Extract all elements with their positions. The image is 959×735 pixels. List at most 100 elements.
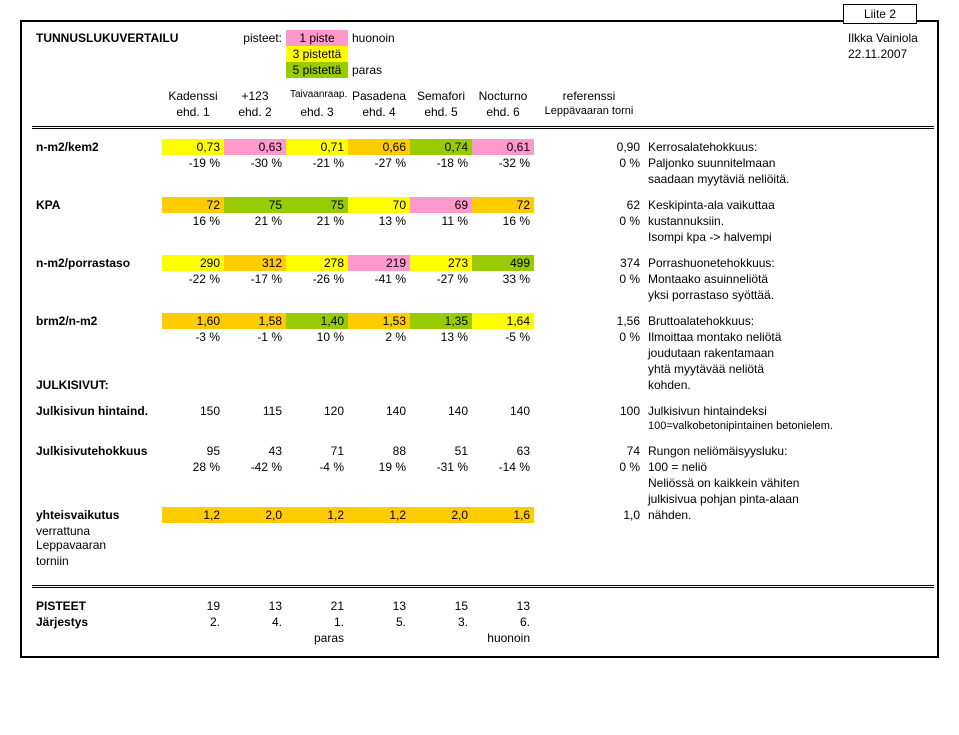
colhead: Pasadena [348, 88, 410, 104]
pct: 16 % [472, 213, 534, 229]
colhead: ehd. 2 [224, 104, 286, 120]
pct: -27 % [410, 271, 472, 287]
val: 21 [286, 598, 348, 614]
sub [348, 630, 410, 646]
author-name: Ilkka Vainiola [844, 30, 934, 46]
content-area: TUNNUSLUKUVERTAILU pisteet: 1 piste huon… [22, 22, 937, 656]
page-title: TUNNUSLUKUVERTAILU [32, 30, 162, 46]
main-table: TUNNUSLUKUVERTAILU pisteet: 1 piste huon… [32, 30, 934, 646]
val: 120 [286, 403, 348, 419]
pct: 19 % [348, 459, 410, 475]
val: 74 [534, 443, 644, 459]
pct: -22 % [162, 271, 224, 287]
val: 140 [410, 403, 472, 419]
val: 6. [472, 614, 534, 630]
pct: 0 % [534, 155, 644, 171]
val: 13 [472, 598, 534, 614]
sub: paras [286, 630, 348, 646]
note: 100=valkobetonipintainen betonielem. [644, 419, 934, 433]
pct: 21 % [286, 213, 348, 229]
val: 1,40 [286, 313, 348, 329]
pct: -31 % [410, 459, 472, 475]
val: 63 [472, 443, 534, 459]
colhead: Semafori [410, 88, 472, 104]
colhead: ehd. 5 [410, 104, 472, 120]
val: 5. [348, 614, 410, 630]
val: 19 [162, 598, 224, 614]
val: 1,0 [534, 507, 644, 523]
row-label: KPA [32, 197, 162, 213]
colhead: Leppävaaran torni [534, 104, 644, 120]
pct: -27 % [348, 155, 410, 171]
pct: -18 % [410, 155, 472, 171]
colhead: ehd. 1 [162, 104, 224, 120]
val: 0,73 [162, 139, 224, 155]
val: 75 [224, 197, 286, 213]
val: 43 [224, 443, 286, 459]
note: Montaako asuinneliötä [644, 271, 934, 287]
val: 0,61 [472, 139, 534, 155]
legend-1a: 1 piste [286, 30, 348, 46]
note: Kerrosalatehokkuus: [644, 139, 934, 155]
colhead: ehd. 4 [348, 104, 410, 120]
val: 374 [534, 255, 644, 271]
note: 100 = neliö [644, 459, 934, 475]
val: 312 [224, 255, 286, 271]
pct: -3 % [162, 329, 224, 345]
val: 1,6 [472, 507, 534, 523]
pct: 10 % [286, 329, 348, 345]
attachment-label: Liite 2 [843, 4, 917, 24]
val: 0,66 [348, 139, 410, 155]
pct: 33 % [472, 271, 534, 287]
val: 0,90 [534, 139, 644, 155]
val: 4. [224, 614, 286, 630]
note: saadaan myytäviä neliöitä. [644, 171, 934, 187]
val: 88 [348, 443, 410, 459]
val: 13 [224, 598, 286, 614]
pct: -17 % [224, 271, 286, 287]
note: Bruttoalatehokkuus: [644, 313, 934, 329]
val: 1,35 [410, 313, 472, 329]
val: 2,0 [224, 507, 286, 523]
val: 1,56 [534, 313, 644, 329]
val: 75 [286, 197, 348, 213]
val: 51 [410, 443, 472, 459]
legend-2a: 3 pistettä [286, 46, 348, 62]
pct: 11 % [410, 213, 472, 229]
pct: -21 % [286, 155, 348, 171]
colhead: Kadenssi [162, 88, 224, 104]
pct: -30 % [224, 155, 286, 171]
val: 1,58 [224, 313, 286, 329]
val: 1,2 [348, 507, 410, 523]
note: Paljonko suunnitelmaan [644, 155, 934, 171]
legend-3a: 5 pistettä [286, 62, 348, 78]
val: 15 [410, 598, 472, 614]
pct: -1 % [224, 329, 286, 345]
legend-1b: huonoin [348, 30, 410, 46]
note: joudutaan rakentamaan [644, 345, 934, 361]
colhead: ehd. 3 [286, 104, 348, 120]
page-frame: Liite 2 TUNNUSLUKUVERTAILU pisteet: 1 pi… [20, 20, 939, 658]
note: Keskipinta-ala vaikuttaa [644, 197, 934, 213]
note: yksi porrastaso syöttää. [644, 287, 934, 303]
pct: -4 % [286, 459, 348, 475]
val: 115 [224, 403, 286, 419]
note: Rungon neliömäisyysluku: [644, 443, 934, 459]
sub [410, 630, 472, 646]
pct: 21 % [224, 213, 286, 229]
val: 0,74 [410, 139, 472, 155]
val: 290 [162, 255, 224, 271]
note: yhtä myytävää neliötä [644, 361, 934, 377]
val: 2,0 [410, 507, 472, 523]
row-label: Julkisivutehokkuus [32, 443, 162, 459]
val: 70 [348, 197, 410, 213]
val: 273 [410, 255, 472, 271]
note: kohden. [644, 377, 934, 393]
pct: -42 % [224, 459, 286, 475]
pct: -32 % [472, 155, 534, 171]
sub: huonoin [472, 630, 534, 646]
val: 150 [162, 403, 224, 419]
val: 1,64 [472, 313, 534, 329]
val: 499 [472, 255, 534, 271]
row-label: yhteisvaikutus [32, 507, 162, 523]
